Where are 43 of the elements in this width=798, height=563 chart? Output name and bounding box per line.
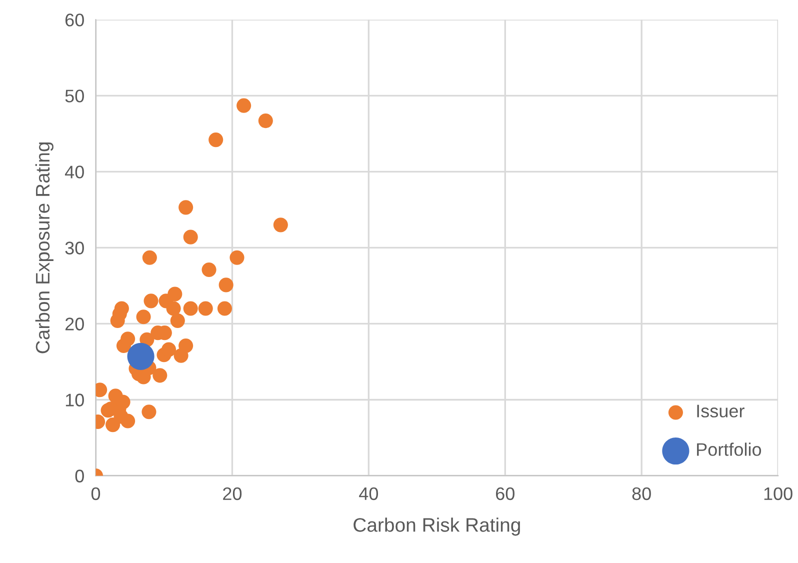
- point: [218, 278, 234, 292]
- y-tick-label: 40: [64, 166, 84, 178]
- x-tick-label: 100: [764, 487, 792, 500]
- point: [202, 262, 216, 278]
- point: [112, 306, 127, 322]
- point: [217, 301, 232, 316]
- x-tick-label: 80: [632, 487, 651, 500]
- y-tick-label: 60: [65, 14, 84, 26]
- legend-label: Issuer: [697, 404, 744, 418]
- point: [152, 368, 168, 383]
- point: [120, 332, 136, 346]
- point: [230, 250, 244, 265]
- point: [178, 200, 194, 215]
- point: [258, 114, 273, 128]
- point: [198, 301, 213, 316]
- point: [144, 294, 158, 308]
- y-tick-label: 20: [65, 318, 84, 330]
- point: [142, 250, 157, 265]
- x-tick-label: 20: [223, 487, 242, 500]
- point: [178, 338, 194, 354]
- y-tick-label: 30: [65, 242, 84, 254]
- point: [208, 132, 224, 148]
- point: [120, 414, 136, 428]
- point: [236, 98, 252, 113]
- point: [183, 301, 198, 316]
- legend-label: Portfolio: [697, 442, 762, 456]
- y-tick-label: 0: [75, 470, 84, 482]
- point: [170, 313, 185, 328]
- point: [142, 404, 156, 420]
- point: [136, 310, 151, 324]
- y-axis-title: Carbon Exposure Rating: [35, 142, 54, 354]
- x-axis-title: Carbon Risk Rating: [354, 518, 520, 536]
- x-tick-label: 0: [91, 487, 100, 500]
- x-tick-label: 40: [359, 487, 378, 500]
- y-tick-label: 10: [66, 394, 84, 406]
- point: [166, 301, 181, 316]
- point: [127, 342, 154, 370]
- x-tick-label: 60: [496, 487, 514, 500]
- point: [183, 230, 198, 244]
- point: [273, 218, 288, 232]
- point: [161, 342, 176, 357]
- point: [168, 286, 182, 302]
- y-tick-label: 50: [65, 90, 84, 102]
